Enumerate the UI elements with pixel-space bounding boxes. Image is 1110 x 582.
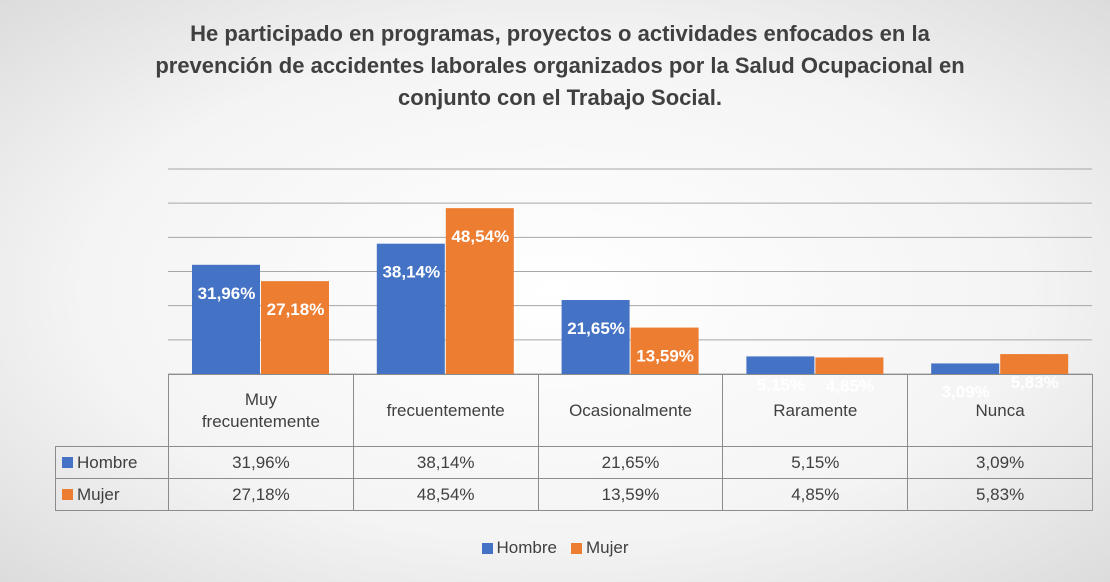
legend-swatch [62,457,73,468]
table-cell: 5,83% [907,478,1093,511]
table-cell: 31,96% [168,446,354,479]
data-label: 5,83% [1011,373,1059,392]
series-name: Mujer [77,484,120,504]
bar [561,300,630,374]
legend-item: Mujer [570,538,629,558]
bar [445,208,514,374]
data-label: 13,59% [636,347,694,366]
data-label: 38,14% [382,263,440,282]
table-header: frecuentemente [352,374,539,447]
table-cell: 48,54% [352,478,539,511]
table-cell: 21,65% [537,446,724,479]
bar [1000,354,1069,374]
legend-swatch [62,489,73,500]
legend-swatch [570,542,582,554]
bar [746,356,815,374]
table-cell: 3,09% [907,446,1093,479]
table-legend-cell: Hombre [55,446,169,479]
legend-label: Hombre [496,538,557,557]
bar [376,243,445,374]
data-label: 21,65% [567,319,625,338]
legend: Hombre Mujer [0,538,1110,558]
data-label: 27,18% [267,300,325,319]
chart-title: He participado en programas, proyectos o… [155,21,965,110]
table-cell: 5,15% [722,446,909,479]
bar [815,357,884,374]
table-header: Nunca [907,374,1093,447]
data-label: 48,54% [451,227,509,246]
series-name: Hombre [77,452,138,472]
bar [630,327,699,374]
data-label: 3,09% [942,382,990,401]
table-cell: 27,18% [168,478,354,511]
legend-swatch [481,542,493,554]
table-header: Ocasionalmente [537,374,724,447]
table-header: Muy frecuentemente [168,374,354,447]
table-header: Raramente [722,374,909,447]
table-cell: 4,85% [722,478,909,511]
data-label: 4,85% [826,376,874,395]
legend-item: Hombre [481,538,557,558]
table-cell: 13,59% [537,478,724,511]
bar [261,281,329,374]
table-cell: 38,14% [352,446,539,479]
data-label: 31,96% [198,284,256,303]
data-label: 5,15% [757,375,805,394]
legend-label: Mujer [585,538,629,557]
bar [931,363,1000,374]
bar [192,264,260,374]
table-legend-cell: Mujer [55,478,169,511]
